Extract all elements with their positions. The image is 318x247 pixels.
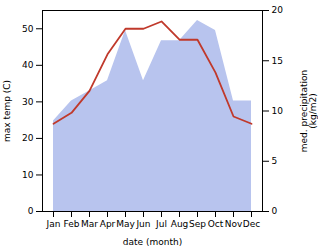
svg-text:date (month): date (month) <box>123 237 182 247</box>
svg-text:Sep: Sep <box>189 219 206 229</box>
svg-text:Mar: Mar <box>81 219 98 229</box>
svg-text:med. precipitation(kg/m2): med. precipitation(kg/m2) <box>299 70 318 152</box>
svg-text:40: 40 <box>22 60 34 70</box>
svg-text:Jul: Jul <box>155 219 167 229</box>
svg-text:Jun: Jun <box>135 219 150 229</box>
svg-text:50: 50 <box>22 24 34 34</box>
svg-text:0: 0 <box>28 206 34 216</box>
svg-text:max temp (C): max temp (C) <box>2 80 12 142</box>
svg-text:Oct: Oct <box>208 219 224 229</box>
svg-text:5: 5 <box>272 156 278 166</box>
svg-text:Dec: Dec <box>243 219 260 229</box>
svg-text:Nov: Nov <box>225 219 243 229</box>
svg-text:20: 20 <box>272 5 284 15</box>
svg-text:20: 20 <box>22 133 34 143</box>
svg-text:10: 10 <box>272 106 284 116</box>
svg-text:30: 30 <box>22 97 34 107</box>
svg-text:15: 15 <box>272 56 283 66</box>
svg-text:Aug: Aug <box>171 219 189 229</box>
svg-text:Jan: Jan <box>46 219 61 229</box>
svg-text:May: May <box>116 219 135 229</box>
svg-text:Apr: Apr <box>100 219 116 229</box>
svg-text:0: 0 <box>272 206 278 216</box>
svg-text:Feb: Feb <box>64 219 80 229</box>
svg-text:10: 10 <box>22 170 34 180</box>
